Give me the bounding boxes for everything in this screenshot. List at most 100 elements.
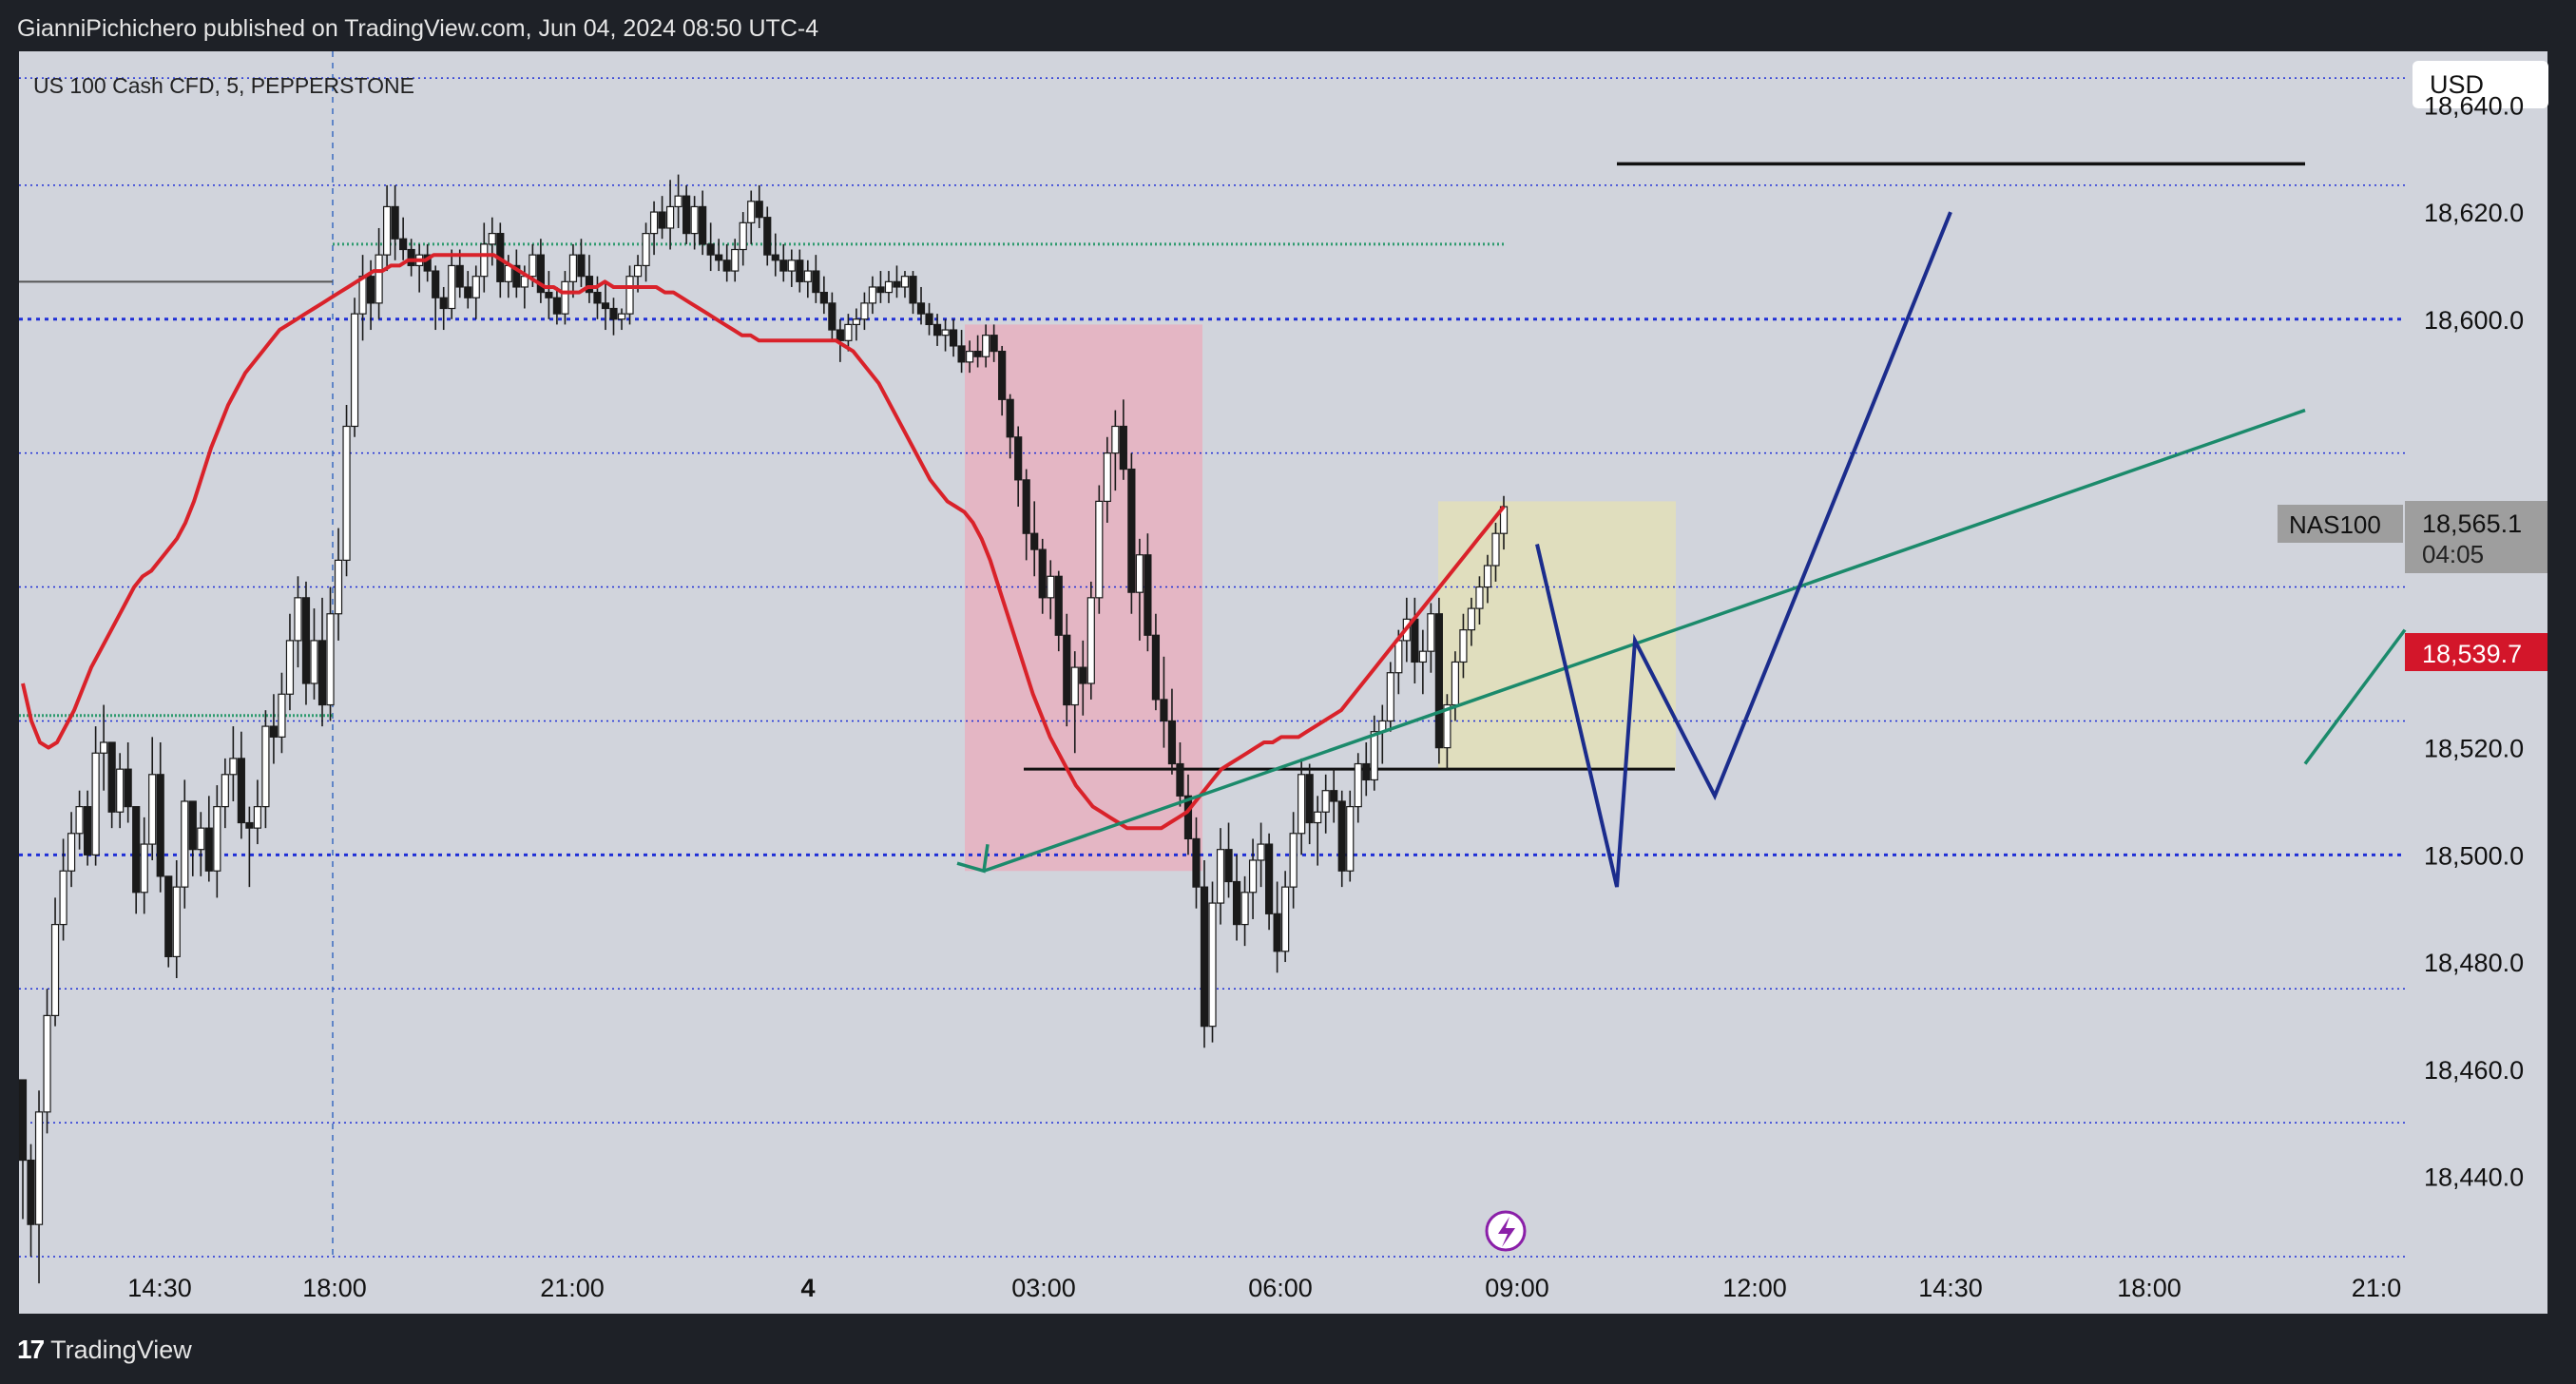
candle-body (852, 318, 861, 326)
candle-body (561, 280, 569, 315)
tradingview-brand[interactable]: 17 TradingView (17, 1335, 192, 1365)
candle-body (43, 1014, 51, 1113)
candle-body (253, 806, 261, 829)
candle-body (1483, 565, 1492, 588)
candle-body (1103, 452, 1111, 502)
candle-body (197, 827, 205, 851)
candle-body (1160, 699, 1168, 722)
candle-body (366, 276, 375, 304)
currency-button[interactable] (2413, 61, 2548, 108)
candle-body (803, 270, 812, 282)
candle-body (965, 350, 974, 363)
candle-body (982, 335, 990, 357)
x-tick-label: 4 (800, 1274, 815, 1302)
candle-body (1216, 849, 1225, 904)
candle-body (787, 260, 796, 272)
candle-body (375, 254, 383, 304)
candle-body (990, 335, 998, 353)
header-bar: GianniPichichero published on TradingVie… (0, 0, 2576, 51)
candle-body (59, 870, 67, 926)
candle-body (836, 329, 844, 341)
candle-body (1079, 666, 1087, 684)
candle-body (844, 323, 853, 341)
candle-body (334, 559, 343, 615)
candle-body (812, 270, 820, 294)
candle-body (819, 292, 828, 304)
down-arrow[interactable] (983, 408, 2306, 873)
currency-label: USD (2430, 70, 2484, 99)
plot-background (19, 51, 2547, 1314)
candle-body (998, 350, 1007, 400)
candle-body (925, 313, 933, 326)
candle-body (512, 264, 521, 288)
x-tick-label: 21:00 (540, 1274, 605, 1302)
candle-body (916, 302, 926, 315)
candle-body (358, 276, 367, 315)
candle-body (973, 350, 982, 357)
candle-body (690, 205, 699, 235)
moving-average-line (21, 253, 1506, 831)
candle-body (1208, 902, 1217, 1028)
candle-body (1176, 762, 1184, 797)
candle-body (1063, 634, 1071, 706)
candle-body (1475, 586, 1484, 609)
candle-body (731, 248, 740, 272)
candle-body (545, 292, 553, 298)
candle-body (1054, 575, 1063, 636)
candle-body (941, 329, 950, 336)
candle-body (75, 806, 84, 835)
candle-body (1047, 575, 1055, 599)
symbol-badge-text: NAS100 (2289, 510, 2381, 539)
supply-zone (965, 324, 1202, 872)
up-arrow-right[interactable] (2303, 628, 2407, 765)
candle-body (464, 286, 472, 298)
candle-body (1337, 800, 1346, 872)
projection-path[interactable] (1535, 211, 1952, 888)
candle-body (682, 195, 691, 235)
candle-body (1370, 731, 1378, 781)
candle-body (1386, 672, 1394, 722)
candle-body (488, 233, 496, 245)
candle-body (900, 276, 910, 288)
candle-body (1265, 843, 1274, 914)
last-price-badge (2405, 501, 2547, 573)
candle-body (1192, 837, 1201, 888)
y-tick-label: 18,480.0 (2424, 949, 2524, 977)
candle-body (1411, 618, 1419, 663)
candle-body (1151, 634, 1161, 701)
candle-body (755, 201, 763, 219)
candle-body (1144, 554, 1152, 636)
candle-body (1232, 880, 1241, 926)
candle-body (1289, 833, 1298, 888)
candle-body (188, 800, 197, 851)
candle-body (609, 307, 618, 320)
candle-body (132, 806, 141, 894)
candle-body (27, 1159, 35, 1225)
y-tick-label: 18,440.0 (2424, 1163, 2524, 1191)
candle-body (285, 640, 295, 695)
candle-body (1305, 774, 1314, 824)
candle-body (593, 292, 602, 304)
candle-body (633, 264, 643, 278)
candle-body (529, 254, 537, 278)
candle-body (140, 843, 148, 894)
publisher-caption: GianniPichichero published on TradingVie… (17, 15, 819, 42)
candle-body (552, 297, 562, 315)
candle-body (1362, 762, 1371, 781)
candle-body (763, 217, 772, 256)
candle-body (1038, 548, 1047, 599)
candle-body (407, 248, 415, 267)
countdown-text: 04:05 (2422, 540, 2484, 568)
candle-body (383, 205, 392, 256)
candle-body (245, 821, 254, 829)
candle-body (67, 833, 76, 872)
symbol-title: US 100 Cash CFD, 5, PEPPERSTONE (33, 73, 414, 98)
candle-body (455, 264, 464, 288)
candle-body (617, 313, 626, 320)
candle-body (18, 1079, 28, 1162)
candle-body (1467, 607, 1476, 631)
x-tick-label: 18:00 (302, 1274, 367, 1302)
candle-body (237, 758, 245, 824)
x-tick-label: 03:00 (1011, 1274, 1076, 1302)
